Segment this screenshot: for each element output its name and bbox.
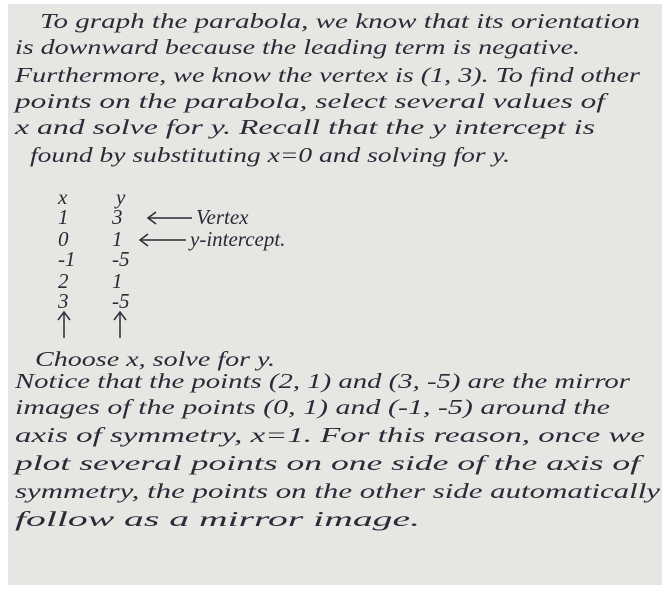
arrow-head <box>146 211 157 225</box>
text-line: x and solve for y. Recall that the y int… <box>13 115 595 139</box>
text-line: symmetry, the points on the other side a… <box>15 479 661 503</box>
text-line: To graph the parabola, we know that its … <box>40 9 640 33</box>
text-line: Notice that the points (2, 1) and (3, -5… <box>14 369 631 393</box>
table-cell: 2 <box>58 269 69 293</box>
paper <box>8 4 662 585</box>
up-arrow <box>57 310 71 338</box>
table-cell: 3 <box>57 289 69 313</box>
annotation: Vertex <box>196 205 249 229</box>
text-line: images of the points (0, 1) and (-1, -5)… <box>15 395 610 419</box>
text-line: Furthermore, we know the vertex is (1, 3… <box>14 63 641 87</box>
text-line: follow as a mirror image. <box>15 507 420 531</box>
table-cell: -5 <box>112 247 130 271</box>
table-cell: 1 <box>58 205 69 229</box>
text-line: points on the parabola, select several v… <box>12 89 610 113</box>
table-cell: 0 <box>58 227 69 251</box>
text-line: plot several points on one side of the a… <box>12 451 646 475</box>
annotation: y-intercept. <box>188 227 285 251</box>
text-line: found by substituting x=0 and solving fo… <box>30 143 510 167</box>
table-cell: -1 <box>58 247 76 271</box>
text-line: axis of symmetry, x=1. For this reason, … <box>15 423 645 447</box>
table-arrows <box>57 211 192 338</box>
table-cell: 1 <box>112 269 123 293</box>
text-line: is downward because the leading term is … <box>15 35 580 59</box>
table-cell: 1 <box>112 227 123 251</box>
table-header: y <box>114 185 126 209</box>
table-cell: 3 <box>111 205 123 229</box>
up-arrow <box>113 310 127 338</box>
table-cell: -5 <box>112 289 130 313</box>
arrow-head <box>138 233 149 247</box>
table-header: x <box>57 185 68 209</box>
note: Choose x, solve for y. <box>35 347 275 371</box>
